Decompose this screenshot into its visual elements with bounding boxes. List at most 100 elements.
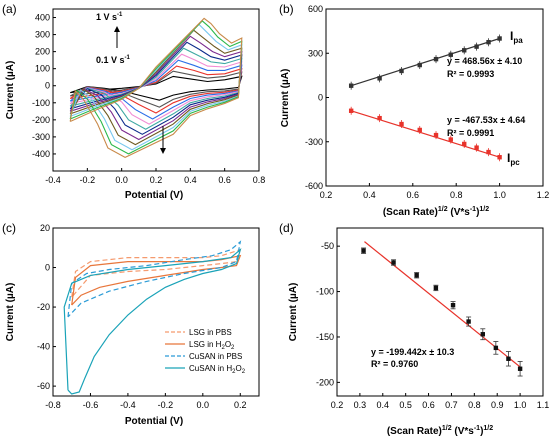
panel-c-ytick-label: -60 (37, 381, 50, 391)
panel-b-point (497, 36, 502, 41)
panel-b-xtick-label: 1.0 (493, 190, 506, 200)
panel-b-xtick-label: 0.2 (320, 190, 333, 200)
panel-b-point (399, 121, 404, 127)
panel-a-xtick-label: 0.2 (150, 175, 163, 185)
panel-b-xtick-label: 0.6 (407, 190, 420, 200)
panel-c-legend-label: CuSAN in PBS (189, 352, 242, 361)
panel-c-xtick-label: -0.6 (83, 400, 99, 410)
panel-d-point (414, 273, 419, 278)
panel-d-xlabel: (Scan Rate)1/2 (V*s-1)1/2 (387, 425, 493, 437)
panel-b-fit-bottom: y = -467.53x ± 4.64 (447, 115, 525, 125)
panel-b-point (417, 127, 422, 133)
panel-a-xtick-label: 0.6 (218, 175, 231, 185)
panel-d-xtick-label: 1.1 (537, 400, 550, 410)
panel-b-point (474, 145, 479, 150)
panel-a-xtick-label: 0.8 (253, 175, 266, 185)
panel-a-ytick-label: 300 (35, 30, 50, 40)
panel-c-ytick-label: -20 (37, 302, 50, 312)
panel-c-cv-curve (63, 248, 242, 395)
panel-d-xtick-label: 0.2 (331, 400, 344, 410)
panel-c-xtick-label: 0.2 (234, 400, 247, 410)
panel-c-cv-curve (71, 248, 242, 298)
panel-c-cv-curve (71, 254, 242, 306)
panel-c-ytick-label: 0 (45, 263, 50, 273)
panel-c-ylabel: Current (µA) (5, 283, 16, 342)
panel-label-b: (b) (279, 2, 294, 16)
panel-b-ipc-label: Ipc (507, 151, 520, 167)
panel-a-ytick-label: -200 (32, 115, 50, 125)
panel-a-xlabel: Potential (V) (125, 190, 183, 201)
panel-d-xtick-label: 0.9 (491, 400, 504, 410)
panel-a-annotation-high: 1 V s-1 (96, 12, 123, 22)
panel-b-ytick-label: 300 (308, 48, 323, 58)
panel-b-point (462, 141, 467, 147)
panel-d-ylabel: Current (µA) (288, 283, 299, 342)
panel-b-point (348, 108, 354, 113)
panel-b-point (433, 132, 439, 138)
panel-c-chart: -0.8 -0.6 -0.4 -0.2 0.0 0.2 -60 -40 -20 0 20 LSG i… (5, 223, 260, 427)
panel-c-ytick-label: -40 (37, 342, 50, 352)
panel-d-point (361, 248, 366, 253)
panel-c-ytick-label: 20 (40, 223, 50, 233)
panel-b-point (348, 83, 354, 88)
panel-b-ytick-label: 600 (308, 4, 323, 14)
panel-b-point (417, 62, 422, 68)
panel-b-ylabel: Current (µA) (280, 69, 291, 128)
panel-b-ipa-label: Ipa (510, 29, 523, 45)
panel-c-xtick-label: -0.4 (120, 400, 136, 410)
panel-b-xlabel: (Scan Rate)1/2 (V*s-1)1/2 (383, 206, 489, 218)
panel-d-fit: y = -199.442x ± 10.3 (371, 347, 454, 357)
panel-b-point (399, 68, 404, 74)
panel-b-r2-bottom: R² = 0.9991 (447, 128, 494, 138)
panel-b-xtick-label: 0.4 (363, 190, 376, 200)
panel-b-ticks: 0.2 0.4 0.6 0.8 1.0 1.2 -600 -300 0 300 600 (305, 4, 549, 200)
panel-c-ticks: -0.8 -0.6 -0.4 -0.2 0.0 0.2 -60 -40 -20 0 20 (37, 223, 247, 410)
panel-b-xtick-label: 0.8 (450, 190, 463, 200)
panel-c-legend-label: LSG in PBS (189, 328, 232, 337)
panel-c-xtick-label: 0.0 (197, 400, 210, 410)
panel-b-ytick-label: -300 (305, 137, 323, 147)
panel-b-fit-top: y = 468.56x ± 4.10 (447, 56, 522, 66)
panel-a-ylabel: Current (µA) (5, 61, 16, 120)
panel-a-ytick-label: -400 (32, 149, 50, 159)
panel-b-r2-top: R² = 0.9993 (447, 69, 494, 79)
panel-c-xlabel: Potential (V) (125, 416, 183, 427)
panel-a-xtick-label: 0.0 (115, 175, 128, 185)
panel-d-ytick-label: -50 (321, 241, 334, 251)
panel-a-ticks: -0.4 -0.2 0.0 0.2 0.4 0.6 0.8 -400 -300 -200 -100 0… (32, 13, 265, 185)
panel-b-point (486, 149, 491, 155)
panel-b-point (462, 48, 467, 53)
panel-d-ticks: 0.2 0.3 0.4 0.5 0.6 0.7 0.8 0.9 1.0 1.1 -50 -100 -15… (316, 241, 549, 410)
panel-b-ytick-label: -600 (305, 181, 323, 191)
panel-c-legend-label: LSG in H2O2 (189, 340, 235, 351)
panel-a-ytick-label: 100 (35, 64, 50, 74)
panel-c-frame (52, 227, 260, 397)
panel-c-curves (63, 240, 242, 395)
panel-a-up-arrowhead (114, 26, 120, 32)
panel-a-ytick-label: 400 (35, 13, 50, 23)
panel-a-ytick-label: 0 (45, 81, 50, 91)
panel-d-ytick-label: -150 (316, 332, 334, 342)
panel-d-point (493, 345, 499, 351)
panel-b-series (348, 34, 502, 162)
panel-d-xtick-label: 0.5 (399, 400, 412, 410)
panel-c-legend-label: CuSAN in H2O2 (189, 364, 246, 375)
panel-a-chart: -0.4 -0.2 0.0 0.2 0.4 0.6 0.8 -400 -300 -200 -100 0… (5, 8, 265, 201)
panel-d-ytick-label: -100 (316, 287, 334, 297)
panel-b-point (474, 44, 479, 49)
panel-label-c: (c) (2, 221, 16, 235)
panel-a-ytick-label: 200 (35, 47, 50, 57)
panel-label-a: (a) (2, 2, 17, 16)
panel-b-ytick-label: 0 (318, 93, 323, 103)
panel-b-point (377, 76, 382, 81)
panel-d-point (466, 319, 471, 324)
panel-a-xtick-label: -0.2 (80, 175, 96, 185)
panel-a-ytick-label: -100 (32, 98, 50, 108)
panel-a-curves (69, 17, 243, 159)
panel-d-point (517, 366, 523, 371)
panel-d-series (361, 241, 523, 377)
panel-d-xtick-label: 0.4 (377, 400, 390, 410)
panel-b-xtick-label: 1.2 (537, 190, 550, 200)
panel-a-xtick-label: -0.4 (45, 175, 61, 185)
